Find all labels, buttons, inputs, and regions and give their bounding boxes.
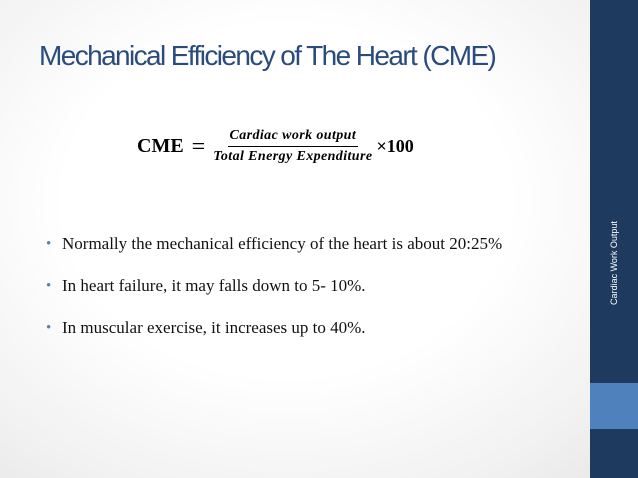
bullet-marker: •: [46, 320, 52, 336]
sidebar-band: Cardiac Work Output: [590, 0, 638, 478]
bullet-item: • Normally the mechanical efficiency of …: [46, 228, 546, 260]
sidebar-accent-block: [590, 383, 638, 429]
bullet-marker: •: [46, 278, 52, 294]
sidebar-label: Cardiac Work Output: [609, 221, 619, 305]
cme-formula: CME = Cardiac work output Total Energy E…: [137, 128, 414, 165]
bullet-text: Normally the mechanical efficiency of th…: [62, 234, 503, 253]
formula-denominator: Total Energy Expenditure: [213, 149, 373, 164]
formula-equals-sign: =: [191, 133, 206, 160]
bullet-text: In muscular exercise, it increases up to…: [62, 318, 366, 337]
formula-lhs: CME: [137, 135, 184, 157]
bullet-marker: •: [46, 236, 52, 252]
formula-fraction: Cardiac work output Total Energy Expendi…: [213, 128, 372, 165]
formula-multiplier: ×100: [376, 136, 414, 156]
bullet-list: • Normally the mechanical efficiency of …: [46, 228, 546, 354]
formula-numerator: Cardiac work output: [227, 128, 359, 147]
bullet-item: • In muscular exercise, it increases up …: [46, 312, 546, 344]
slide-title: Mechanical Efficiency of The Heart (CME): [39, 40, 497, 71]
bullet-text: In heart failure, it may falls down to 5…: [62, 276, 366, 295]
bullet-item: • In heart failure, it may falls down to…: [46, 270, 546, 302]
